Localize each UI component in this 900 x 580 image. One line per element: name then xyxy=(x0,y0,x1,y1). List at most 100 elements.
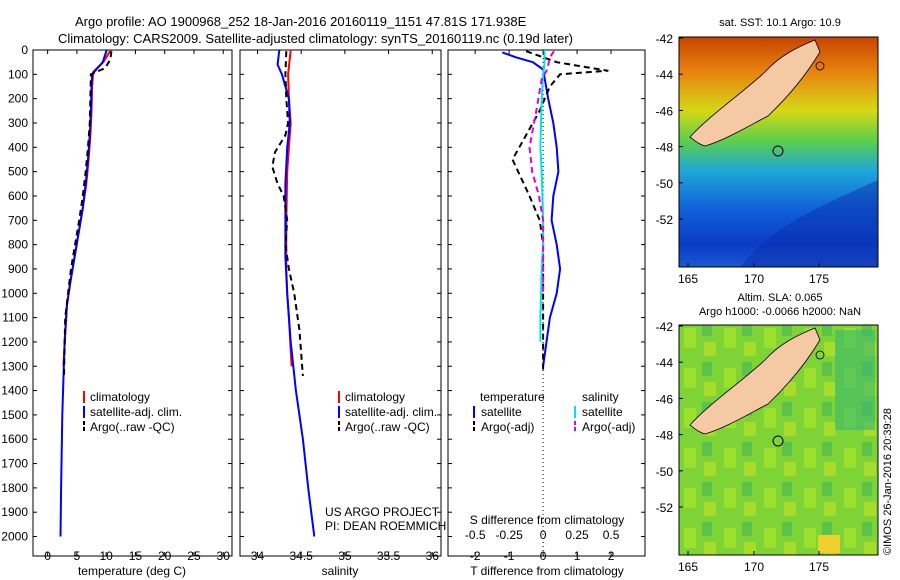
s-difference-axis-label: S difference from climatology xyxy=(470,513,625,527)
t-diff-satellite-line xyxy=(501,51,562,367)
depth-tick-label: 1800 xyxy=(1,481,28,495)
depth-tick-label: 1500 xyxy=(1,408,28,422)
lat-tick-label: -44 xyxy=(656,356,674,370)
temperature-axis-label: temperature (deg C) xyxy=(78,564,186,578)
depth-tick-label: 700 xyxy=(8,213,28,227)
legend-label-satellite: satellite-adj. clim. xyxy=(345,405,437,419)
x-tick-label: 0 xyxy=(540,549,547,563)
lon-tick-label: 165 xyxy=(678,272,698,286)
lon-tick-label: 170 xyxy=(744,560,764,574)
depth-tick-label: 1900 xyxy=(1,505,28,519)
depth-tick-label: 1300 xyxy=(1,359,28,373)
legend-title-salinity: salinity xyxy=(582,390,619,404)
depth-tick-label: 1700 xyxy=(1,457,28,471)
x-tick-label: 36 xyxy=(426,549,440,563)
depth-tick-label: 900 xyxy=(8,262,28,276)
sla-map-frame xyxy=(678,324,879,556)
sla-float-marker xyxy=(772,435,784,447)
sla-island-outline xyxy=(815,350,825,360)
s-diff-tick-label: 0.25 xyxy=(565,528,589,542)
depth-tick-label: 400 xyxy=(8,140,28,154)
x-tick-label: 20 xyxy=(158,549,172,563)
sal-satellite-line xyxy=(276,49,316,537)
difference-legend: temperature salinity satellite satellite… xyxy=(473,390,635,434)
legend-label-argo: Argo(..raw -QC) xyxy=(90,420,175,434)
lat-tick-label: -52 xyxy=(656,213,674,227)
s-diff-tick-label: -0.5 xyxy=(465,528,486,542)
legend-label-climatology: climatology xyxy=(90,390,150,404)
depth-tick-label: 100 xyxy=(8,67,28,81)
south-island-land xyxy=(689,327,821,435)
lat-tick-label: -42 xyxy=(656,32,674,46)
x-tick-label: 35.5 xyxy=(377,549,401,563)
x-tick-label: 35 xyxy=(338,549,352,563)
legend-label-satellite: satellite-adj. clim. xyxy=(90,405,182,419)
pi-credit: PI: DEAN ROEMMICH xyxy=(325,519,446,533)
legend-label-s-satellite: satellite xyxy=(582,405,623,419)
depth-tick-label: 500 xyxy=(8,165,28,179)
s-diff-tick-label: -0.25 xyxy=(495,528,523,542)
sst-cold-band xyxy=(740,180,878,267)
depth-tick-label: 200 xyxy=(8,92,28,106)
difference-panel xyxy=(447,49,646,557)
t-difference-axis-label: T difference from climatology xyxy=(470,564,624,578)
salinity-axis-label: salinity xyxy=(322,564,359,578)
sal-argo-line xyxy=(271,51,304,377)
temperature-panel xyxy=(32,49,233,557)
sla-low-patch xyxy=(835,330,875,430)
sla-map-title-2: Argo h1000: -0.0066 h2000: NaN xyxy=(699,306,861,318)
sla-high-patch xyxy=(818,535,840,553)
legend-label-t-satellite: satellite xyxy=(481,405,522,419)
lat-tick-label: -48 xyxy=(656,141,674,155)
sst-map xyxy=(678,36,879,268)
x-tick-label: 30 xyxy=(217,549,231,563)
sla-map-title-1: Altim. SLA: 0.065 xyxy=(738,292,823,304)
copyright-stamp: ©IMOS 26-Jan-2016 20:39:28 xyxy=(882,408,894,555)
x-tick-label: 0 xyxy=(44,549,51,563)
legend-label-t-argo: Argo(-adj) xyxy=(481,420,534,434)
temp-climatology-line xyxy=(62,49,112,367)
depth-tick-label: 300 xyxy=(8,116,28,130)
lat-tick-label: -48 xyxy=(656,429,674,443)
lat-tick-label: -50 xyxy=(656,465,674,479)
sst-map-title: sat. SST: 10.1 Argo: 10.9 xyxy=(719,17,841,29)
x-tick-label: 15 xyxy=(129,549,143,563)
x-tick-label: 34 xyxy=(251,549,265,563)
sla-map xyxy=(678,324,879,556)
lat-tick-label: -46 xyxy=(656,392,674,406)
depth-tick-label: 1000 xyxy=(1,286,28,300)
depth-tick-label: 1100 xyxy=(2,311,28,325)
temp-argo-line xyxy=(63,51,113,377)
s-diff-tick-label: 0.5 xyxy=(603,528,620,542)
depth-tick-label: 1400 xyxy=(1,384,28,398)
lat-tick-label: -52 xyxy=(656,501,674,515)
x-tick-label: 10 xyxy=(99,549,113,563)
project-credit: US ARGO PROJECT xyxy=(325,505,440,519)
lon-tick-label: 170 xyxy=(744,272,764,286)
x-tick-label: 1 xyxy=(574,549,581,563)
depth-tick-label: 600 xyxy=(8,189,28,203)
x-tick-label: -1 xyxy=(504,549,515,563)
legend-label-s-argo: Argo(-adj) xyxy=(582,420,635,434)
sst-island-outline xyxy=(815,61,825,71)
legend-label-climatology: climatology xyxy=(345,390,405,404)
salinity-legend: climatology satellite-adj. clim. Argo(..… xyxy=(338,390,437,434)
s-diff-satellite-line xyxy=(539,50,546,342)
sst-map-frame xyxy=(678,36,879,268)
t-diff-argo-line xyxy=(511,50,609,374)
lon-tick-label: 175 xyxy=(809,272,829,286)
lat-tick-label: -42 xyxy=(656,320,674,334)
lon-tick-label: 165 xyxy=(678,560,698,574)
figure-title-line2: Climatology: CARS2009. Satellite-adjuste… xyxy=(58,31,573,46)
depth-tick-label: 1600 xyxy=(1,432,28,446)
legend-label-argo: Argo(..raw -QC) xyxy=(345,420,430,434)
lon-tick-label: 175 xyxy=(809,560,829,574)
x-tick-label: 5 xyxy=(74,549,81,563)
legend-title-temperature: temperature xyxy=(480,390,545,404)
depth-tick-label: 1200 xyxy=(1,335,28,349)
depth-tick-label: 0 xyxy=(21,43,28,57)
depth-tick-label: 800 xyxy=(8,238,28,252)
x-tick-label: 34.5 xyxy=(289,549,313,563)
temperature-legend: climatology satellite-adj. clim. Argo(..… xyxy=(83,390,182,434)
figure-title-line1: Argo profile: AO 1900968_252 18-Jan-2016… xyxy=(75,14,527,29)
